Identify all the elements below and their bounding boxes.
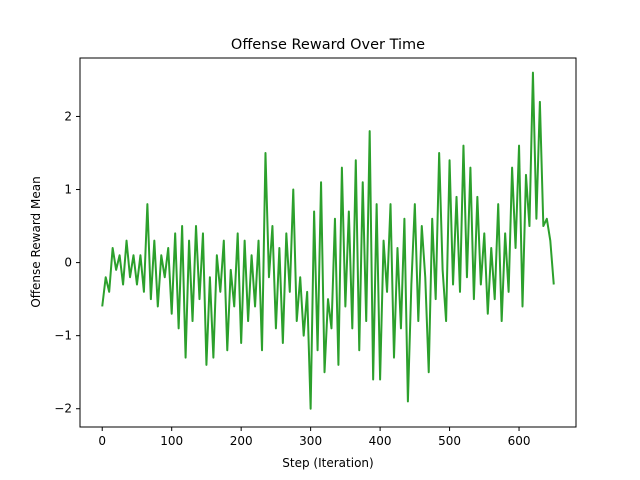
plot-area <box>101 71 555 410</box>
y-axis: −2 −1 0 1 2 <box>54 109 80 416</box>
plot-frame <box>79 57 577 428</box>
x-tick-label: 100 <box>160 434 183 448</box>
x-tick-label: 300 <box>299 434 322 448</box>
y-tick-label: −1 <box>54 329 72 343</box>
series-line-0 <box>101 71 555 410</box>
x-axis-label: Step (Iteration) <box>282 456 373 470</box>
y-tick-label: 2 <box>64 109 72 123</box>
y-axis-label: Offense Reward Mean <box>29 176 43 307</box>
x-tick-label: 400 <box>369 434 392 448</box>
x-axis: 0 100 200 300 400 500 600 <box>98 427 530 448</box>
y-tick-label: −2 <box>54 402 72 416</box>
x-tick-label: 200 <box>230 434 253 448</box>
y-tick-label: 1 <box>64 183 72 197</box>
x-tick-label: 0 <box>98 434 106 448</box>
x-tick-label: 600 <box>508 434 531 448</box>
chart-title: Offense Reward Over Time <box>231 37 425 53</box>
x-tick-label: 500 <box>438 434 461 448</box>
y-tick-label: 0 <box>64 256 72 270</box>
